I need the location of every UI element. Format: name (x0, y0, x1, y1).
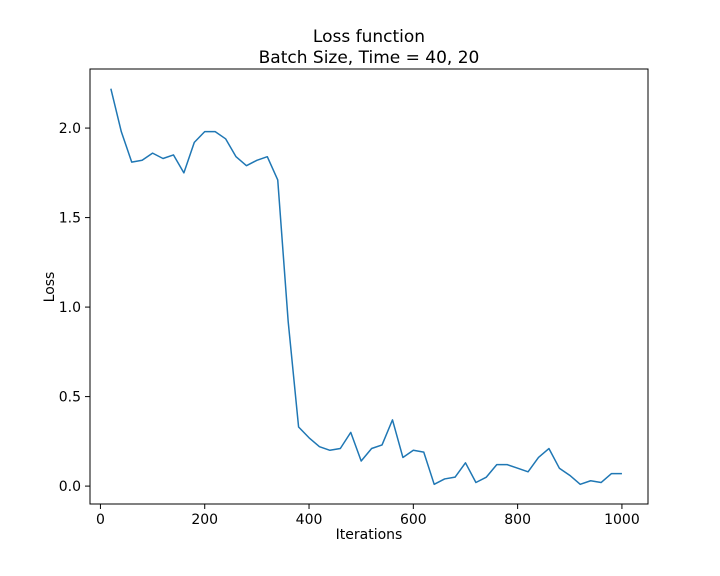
plot-frame (89, 68, 649, 505)
chart-title: Loss function (313, 27, 425, 47)
y-tick-label: 1.0 (59, 300, 81, 316)
x-tick-label: 800 (504, 512, 531, 528)
y-tick-label: 2.0 (59, 121, 81, 137)
y-axis-label: Loss (42, 272, 58, 303)
x-axis-label: Iterations (336, 527, 403, 543)
x-tick-label: 0 (96, 512, 105, 528)
y-tick-label: 0.5 (59, 390, 81, 406)
x-tick-label: 200 (191, 512, 218, 528)
axis-ticks: 0 200 400 600 800 1000 0.0 0.5 1.0 1.5 2.0 (59, 121, 640, 528)
x-tick-label: 1000 (604, 512, 640, 528)
x-tick-label: 600 (400, 512, 427, 528)
series-group (110, 88, 622, 486)
x-tick-label: 400 (296, 512, 323, 528)
y-tick-label: 1.5 (59, 211, 81, 227)
y-tick-label: 0.0 (59, 479, 81, 495)
chart-subtitle: Batch Size, Time = 40, 20 (259, 48, 480, 68)
loss-line (110, 88, 622, 486)
